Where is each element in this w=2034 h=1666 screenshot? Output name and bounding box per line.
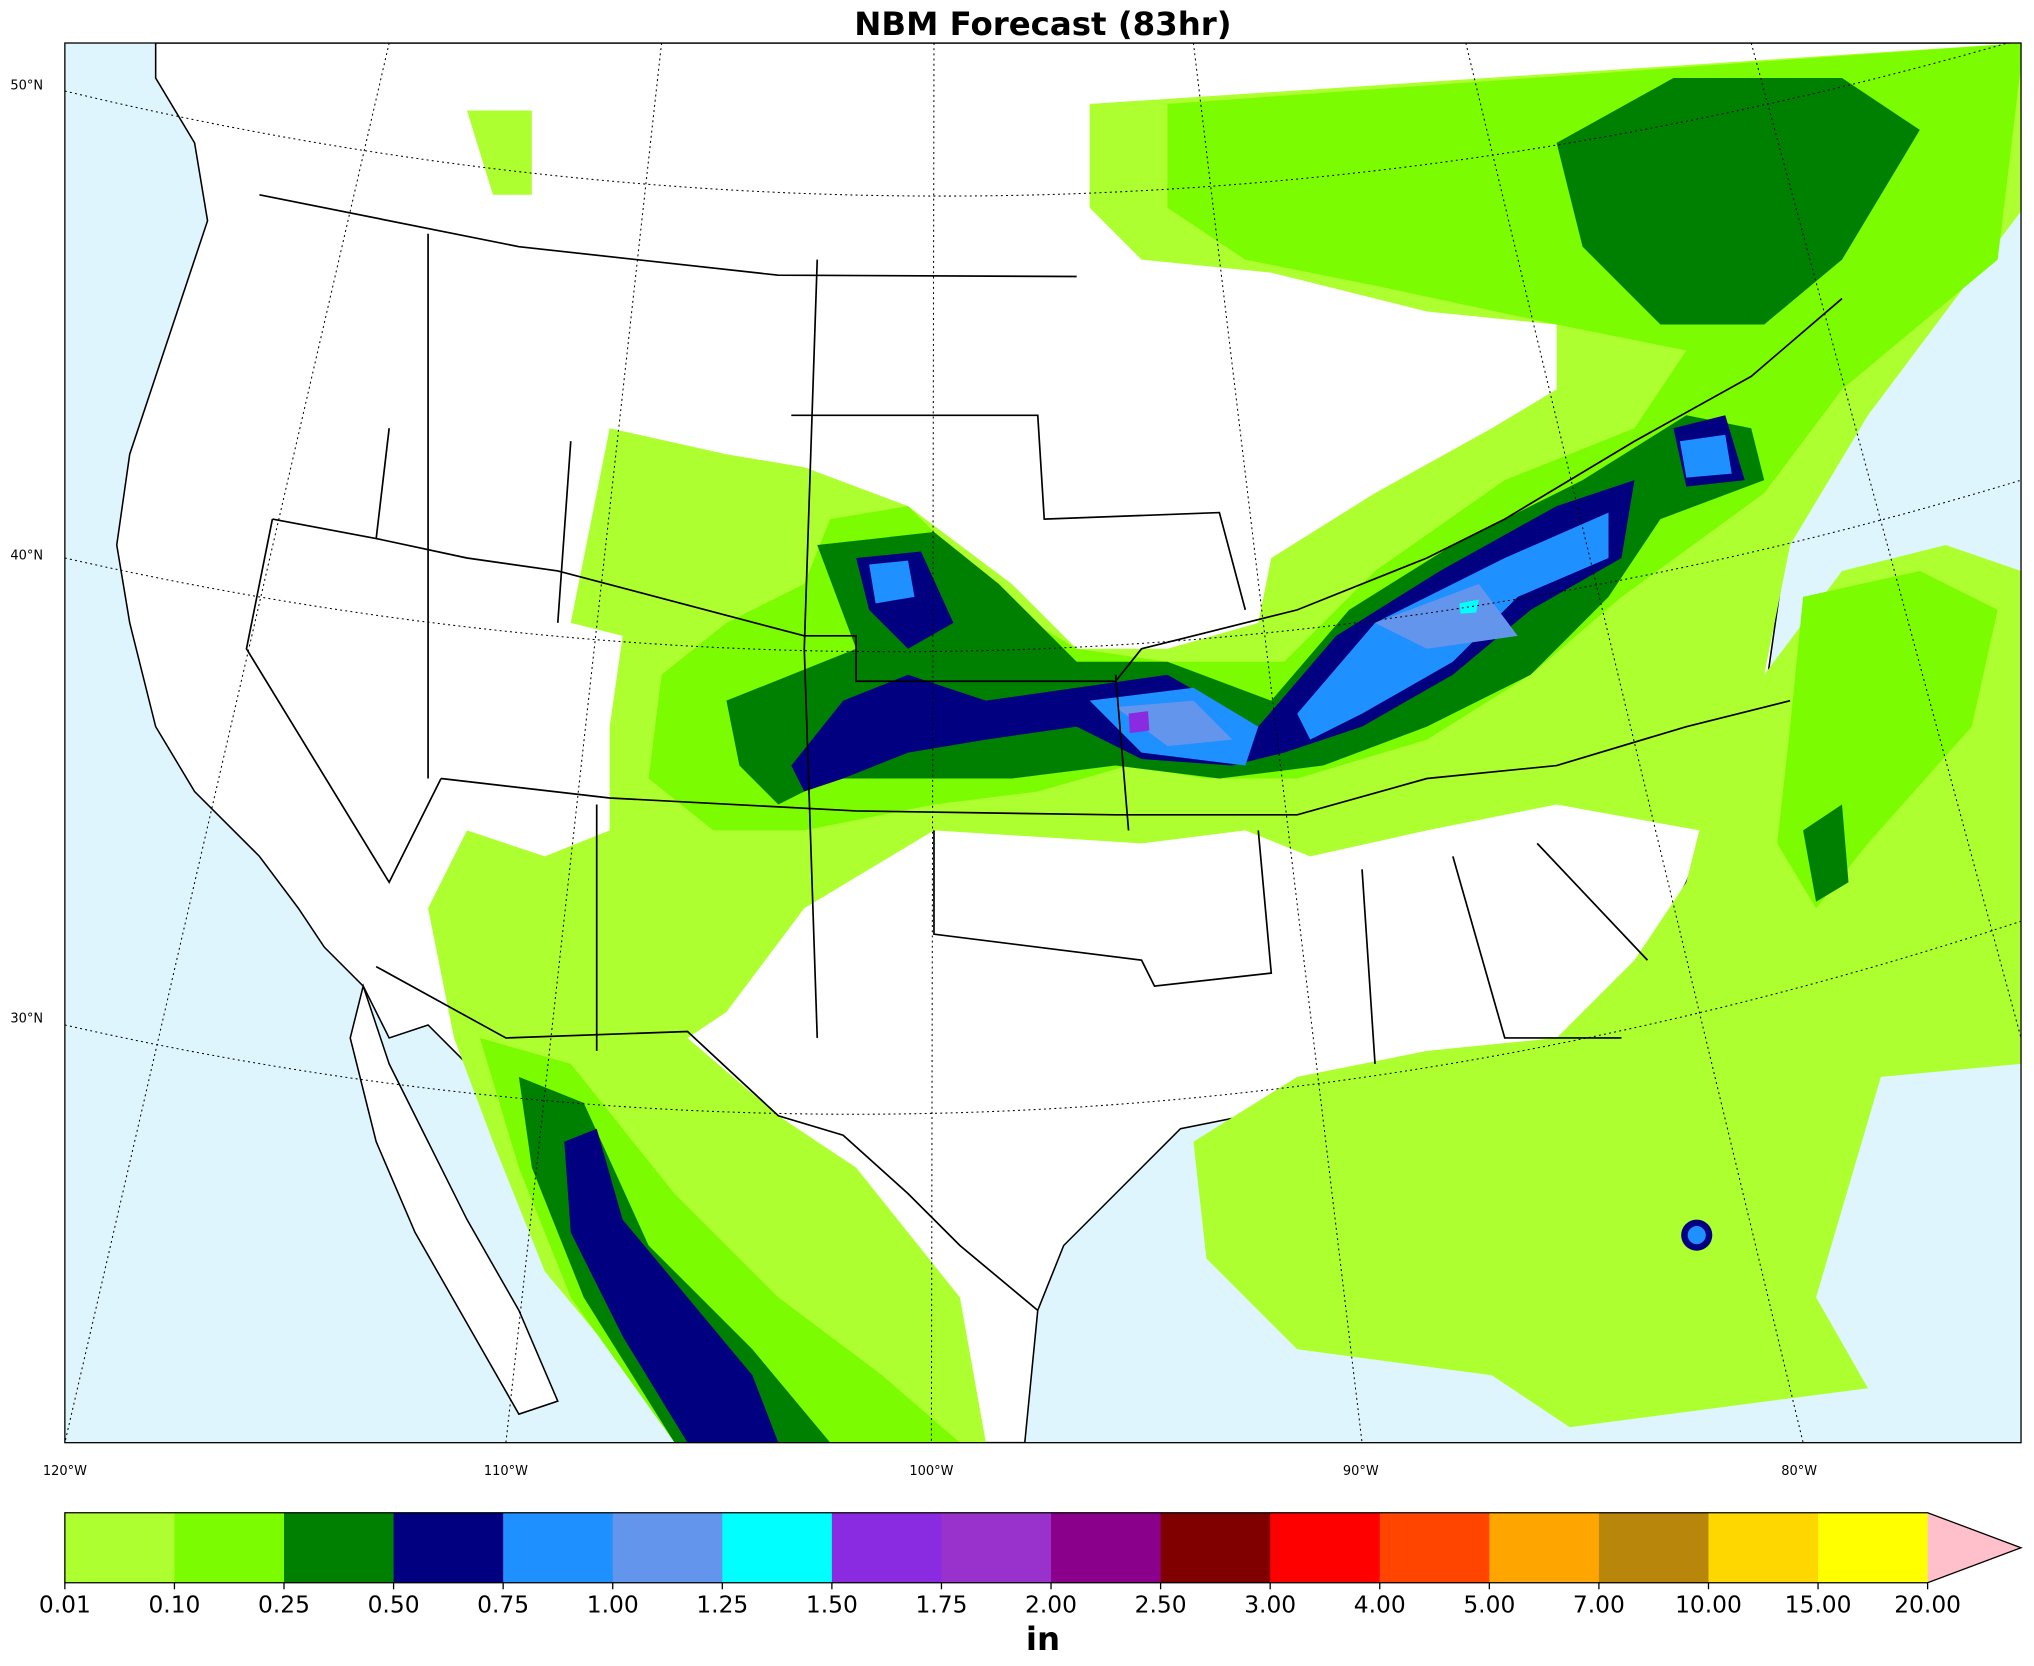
colorbar: 0.01 0.10 0.25 0.50 0.75 1.00 1.25 1.50 1.75 2.00… [39,1512,2023,1619]
title: NBM Forecast (83hr) [854,5,1231,43]
map: 50°N 40°N 30°N 120°W 110°W 100°W 90°W 80°W [10,42,2022,1479]
colorbar-label: 0.25 [258,1591,310,1619]
colorbar-label: 7.00 [1573,1591,1625,1619]
lon-label: 90°W [1343,1464,1379,1479]
graticule [64,43,2022,1443]
colorbar-extend [1927,1512,2022,1583]
colorbar-label: 0.10 [148,1591,200,1619]
colorbar-segment [941,1512,1052,1583]
colorbar-outline [64,1512,2023,1584]
colorbar-label: 1.75 [915,1591,967,1619]
colorbar-segment [393,1512,504,1583]
colorbar-segment [284,1512,395,1583]
colorbar-label: 20.00 [1894,1591,1961,1619]
colorbar-label: 5.00 [1463,1591,1515,1619]
borders [245,193,1843,1312]
lon-label: 100°W [909,1464,953,1479]
colorbar-segment [503,1512,614,1583]
colorbar-label: 2.50 [1135,1591,1187,1619]
colorbar-unit: in [1026,1620,1060,1658]
colorbar-segment [1489,1512,1600,1583]
colorbar-segment [1379,1512,1490,1583]
lat-label: 30°N [10,1011,43,1026]
colorbar-label: 4.00 [1354,1591,1406,1619]
colorbar-segment [722,1512,833,1583]
colorbar-segment [831,1512,943,1583]
colorbar-label: 0.01 [39,1591,91,1619]
colorbar-label: 1.25 [696,1591,748,1619]
colorbar-label: 1.00 [587,1591,639,1619]
colorbar-segment [174,1512,285,1583]
colorbar-segment [1818,1512,1929,1583]
colorbar-label: 3.00 [1244,1591,1296,1619]
map-frame [64,42,2022,1444]
colorbar-label: 2.00 [1025,1591,1077,1619]
colorbar-segment [1708,1512,1819,1583]
colorbar-label: 0.50 [368,1591,420,1619]
colorbar-segment [612,1512,723,1583]
colorbar-label: 15.00 [1785,1591,1852,1619]
colorbar-segment [1270,1512,1381,1583]
lon-label: 110°W [484,1464,528,1479]
lat-label: 50°N [10,79,43,94]
colorbar-segment [1051,1512,1162,1583]
land [349,983,559,1416]
colorbar-segment [1160,1512,1271,1583]
colorbar-segment [64,1512,176,1583]
colorbar-label: 10.00 [1675,1591,1742,1619]
colorbar-label: 1.50 [806,1591,858,1619]
lon-label: 80°W [1781,1464,1817,1479]
colorbar-label: 0.75 [477,1591,529,1619]
lat-label: 40°N [10,548,43,563]
precipitation [428,43,2022,1443]
colorbar-segment [1598,1512,1710,1583]
lon-label: 120°W [43,1464,87,1479]
